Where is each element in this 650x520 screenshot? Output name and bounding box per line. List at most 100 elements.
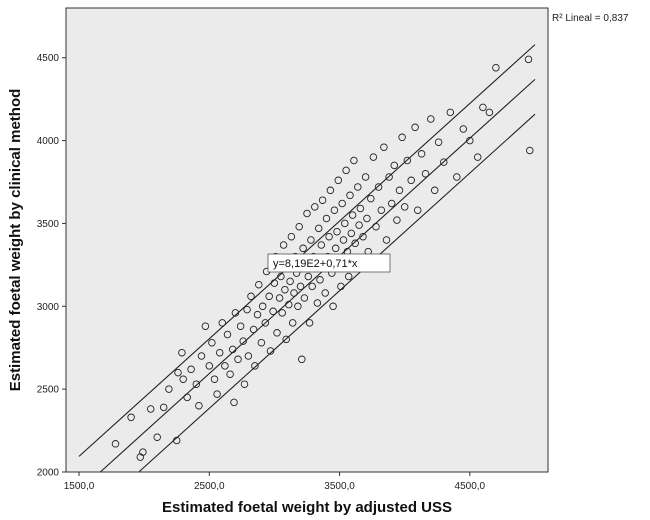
data-point (434, 138, 443, 146)
y-tick-label: 3500 (37, 219, 60, 230)
y-tick-label: 2500 (37, 385, 60, 396)
data-point (485, 108, 494, 117)
data-point (459, 125, 468, 133)
data-point (318, 196, 327, 204)
regression-line (99, 78, 536, 473)
data-point (208, 338, 216, 347)
data-point (407, 176, 415, 185)
data-point (305, 319, 314, 327)
data-point (385, 173, 393, 181)
data-point (258, 302, 267, 311)
data-point (239, 337, 247, 345)
data-point (187, 365, 195, 374)
data-point (179, 375, 187, 383)
data-point (159, 403, 168, 412)
data-point (417, 150, 426, 158)
x-tick-label: 3500,0 (324, 481, 355, 492)
data-point (380, 143, 388, 151)
data-point (398, 133, 406, 142)
data-point (492, 63, 500, 72)
data-point (390, 161, 399, 170)
data-point (213, 390, 221, 398)
data-point (195, 401, 203, 410)
data-points (111, 55, 534, 461)
data-point (286, 277, 294, 286)
data-point (341, 219, 349, 228)
y-tick-label: 2000 (37, 468, 60, 479)
data-point (374, 183, 383, 191)
data-point (413, 206, 422, 214)
data-point (165, 385, 173, 393)
data-point (334, 176, 343, 185)
data-point (356, 204, 365, 213)
upper-prediction-line (78, 44, 536, 457)
data-point (355, 221, 363, 229)
data-point (453, 173, 461, 181)
data-point (269, 307, 277, 316)
data-point (326, 186, 335, 195)
plot-frame (65, 7, 549, 473)
data-point (377, 206, 386, 214)
data-point (354, 183, 362, 191)
data-point (308, 282, 316, 291)
data-point (265, 292, 273, 301)
data-point (363, 214, 371, 223)
y-tick-label: 3000 (37, 302, 60, 313)
data-point (247, 292, 255, 301)
data-point (240, 380, 249, 388)
data-point (359, 232, 367, 241)
data-point (333, 227, 341, 236)
data-point (369, 153, 378, 161)
data-point (313, 299, 322, 307)
data-point (347, 229, 356, 238)
fit-lines (78, 44, 536, 473)
data-point (111, 440, 120, 448)
data-point (411, 123, 419, 132)
data-point (387, 199, 396, 208)
data-point (330, 206, 339, 214)
data-point (322, 214, 331, 223)
data-point (316, 276, 324, 284)
data-point (299, 244, 307, 253)
data-point (221, 362, 229, 370)
data-point (287, 232, 296, 241)
data-point (344, 272, 353, 281)
fit-equation-box (267, 253, 391, 273)
x-axis-title: Estimated foetal weight by adjusted USS (162, 499, 452, 516)
data-point (342, 166, 350, 175)
data-point (273, 329, 281, 337)
data-point (255, 280, 263, 289)
data-point (473, 153, 482, 161)
data-point (266, 347, 275, 355)
data-point (279, 241, 288, 249)
data-point (427, 115, 435, 123)
data-point (317, 241, 326, 249)
x-axis-ticks: 1500,0 2500,0 3500,0 4500,0 (64, 472, 486, 492)
data-point (314, 224, 323, 233)
data-point (244, 352, 253, 360)
data-point (174, 368, 182, 377)
data-point (479, 103, 487, 112)
data-point (430, 186, 439, 195)
data-point (281, 285, 289, 294)
data-point (249, 325, 258, 334)
x-tick-label: 1500,0 (64, 481, 95, 492)
data-point (257, 338, 266, 347)
y-tick-label: 4000 (37, 136, 60, 147)
data-point (321, 289, 329, 297)
data-point (395, 186, 404, 195)
y-tick-label: 4500 (37, 53, 60, 64)
data-point (230, 398, 238, 407)
data-point (421, 169, 430, 178)
x-tick-label: 4500,0 (455, 481, 486, 492)
data-point (307, 236, 315, 244)
data-point (226, 370, 234, 378)
data-point (153, 433, 161, 441)
data-point (304, 272, 313, 281)
data-point (329, 302, 337, 311)
data-point (446, 108, 455, 117)
data-point (311, 203, 319, 211)
data-point (139, 448, 147, 456)
y-axis-ticks: 2000 2500 3000 3500 4000 4500 (37, 53, 66, 479)
